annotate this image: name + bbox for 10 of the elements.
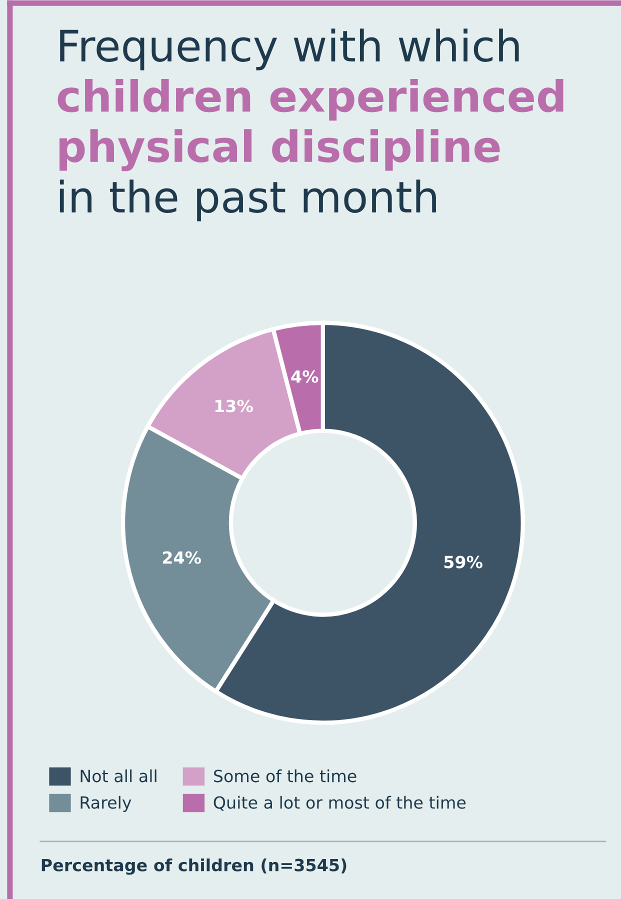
legend-label: Quite a lot or most of the time bbox=[214, 796, 466, 811]
data-label: 59% bbox=[444, 556, 482, 568]
data-label: 4% bbox=[291, 370, 318, 383]
text: Percentage of children (n=3545) bbox=[42, 858, 346, 875]
legend-label: Rarely bbox=[80, 796, 132, 812]
legend-label: Not all all bbox=[80, 769, 156, 782]
legend-label: Some of the time bbox=[214, 769, 356, 782]
data-label: 24% bbox=[162, 551, 201, 564]
chart-title: Frequency with which children experienced physical discipline in the past month bbox=[58, 28, 564, 222]
data-label: 13% bbox=[215, 400, 253, 412]
